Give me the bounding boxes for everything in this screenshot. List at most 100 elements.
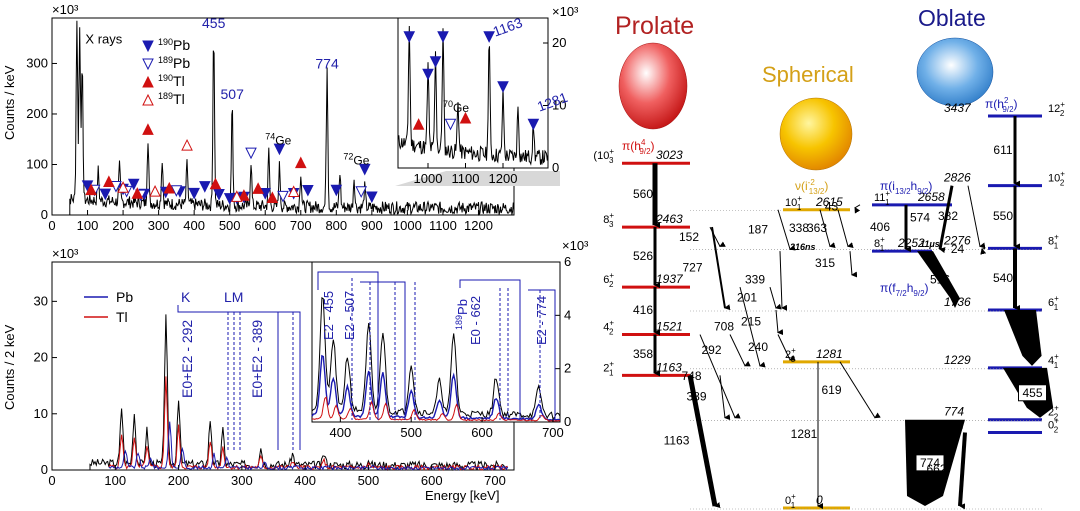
legend-Pb: Pb xyxy=(116,289,133,305)
pb189-marker xyxy=(245,147,257,160)
gamma-xtick: 1200 xyxy=(464,218,493,233)
tl190-marker xyxy=(294,156,307,169)
transition-526-label: 526 xyxy=(633,249,653,263)
level-spin: 2+ 1 xyxy=(603,359,614,377)
transition-662-label: 662 xyxy=(926,462,946,476)
gamma-y-ticks: 0 100 200 300 xyxy=(26,55,57,222)
inset-pb189-marker xyxy=(444,118,457,131)
tl190-marker xyxy=(103,175,115,187)
tl190-marker xyxy=(142,123,154,135)
transition-201-label: 201 xyxy=(737,291,757,305)
transition-152-label: 152 xyxy=(679,230,699,244)
tl190-marker xyxy=(252,182,264,194)
lm-lines xyxy=(227,312,241,450)
transition-455-label: 455 xyxy=(1022,386,1042,400)
config-i13h9: π(i13/2h9/2) xyxy=(880,179,932,196)
gamma-xtick: 600 xyxy=(254,218,276,233)
gamma-inset-ytick: 10 xyxy=(552,98,566,113)
pb190-marker xyxy=(302,184,314,197)
transition-339 xyxy=(779,251,788,311)
gamma-annotations: X rays 455 507 774 74Ge 72Ge xyxy=(85,15,369,167)
config-spherical: ν(i-2 13/2) xyxy=(795,178,828,196)
e2-507-label: E2 - 507 xyxy=(342,291,357,340)
electron-inset-ytick: 0 xyxy=(564,414,571,429)
gamma-inset-line xyxy=(397,25,549,166)
transition-363-label: 363 xyxy=(807,221,827,235)
tl189-marker xyxy=(117,181,129,193)
gamma-spectrum-panel: 0 100 200 300 400 500 600 700 800 900 1000 1100 1200… xyxy=(2,2,515,233)
electron-ytick: 0 xyxy=(41,462,48,477)
transition-382-label: 382 xyxy=(938,209,958,223)
bracket-662 xyxy=(459,279,521,420)
gamma-inset-frame xyxy=(397,17,549,169)
transition-416-label: 416 xyxy=(633,303,653,317)
gamma-xtick: 700 xyxy=(290,218,312,233)
level-energy: 3437 xyxy=(944,101,972,115)
electron-xtick: 100 xyxy=(104,473,126,488)
transition-619 xyxy=(839,361,881,419)
level-spin: (10+ 3 xyxy=(593,147,614,165)
tl189-marker xyxy=(181,138,193,151)
transition-516 xyxy=(917,251,960,309)
transition-24 xyxy=(980,247,987,255)
legend-190Tl: 190Tl xyxy=(158,73,185,89)
electron-y-ticks: 0 10 20 30 xyxy=(34,293,57,477)
spherical-title: Spherical xyxy=(762,62,854,87)
electron-xtick: 400 xyxy=(294,473,316,488)
isomer-label: 216ns xyxy=(789,242,816,252)
gamma-inset-ytick: 20 xyxy=(552,35,566,50)
inset-tl-marker xyxy=(459,111,472,124)
level-spin: 10+ 2 xyxy=(1048,170,1065,188)
pb189-marker xyxy=(170,185,183,197)
transition-315 xyxy=(849,251,858,278)
inset-pb-marker xyxy=(429,56,442,68)
tl189-marker xyxy=(287,185,300,198)
k-label: K xyxy=(181,289,191,305)
transition-560-label: 560 xyxy=(633,187,653,201)
electron-inset-xtick: 600 xyxy=(471,425,493,440)
inset-tl-marker xyxy=(412,118,425,130)
level-labels: (10+ 3 3023 8+ 3 2463 6+ 2 1937 4+ 2 1521 2+ 1 1163 10+… xyxy=(593,96,1065,510)
electron-ytick: 10 xyxy=(34,406,48,421)
peak-455-label: 455 xyxy=(202,15,226,31)
transition-389-label: 389 xyxy=(686,390,706,404)
level-spin: 6+ 2 xyxy=(603,271,614,289)
transition-363 xyxy=(837,209,854,248)
ge70-label: 70Ge xyxy=(443,99,469,115)
gamma-peak-markers xyxy=(81,123,378,205)
transition-358-label: 358 xyxy=(633,347,653,361)
level-spin: 0+ 2 xyxy=(1048,416,1059,434)
level-energy: 2615 xyxy=(815,195,843,209)
config-oblate: π(h2 9/2) xyxy=(985,96,1018,114)
e0-662-label: E0 - 662 xyxy=(468,296,483,345)
electron-xtick: 200 xyxy=(168,473,190,488)
gamma-spectrum-line xyxy=(69,20,515,217)
level-spin: 2+ 2 xyxy=(1048,404,1059,422)
transition-292-label: 292 xyxy=(701,343,721,357)
e0e2-292-label: E0+E2 - 292 xyxy=(179,320,195,398)
electron-inset-total xyxy=(311,297,561,420)
transition-43 xyxy=(854,204,861,214)
prolate-title: Prolate xyxy=(615,12,694,40)
oblate-shape xyxy=(916,37,994,107)
gamma-xtick: 0 xyxy=(48,218,55,233)
gamma-xtick: 400 xyxy=(183,218,205,233)
e2-455-label: E2 - 455 xyxy=(321,291,336,340)
transition-240-label: 240 xyxy=(748,340,768,354)
gamma-inset-ytick: 0 xyxy=(552,160,559,175)
transitions: 5605264163581163152727708292748389187339… xyxy=(633,116,1054,510)
electron-inset-x-ticks: 400 500 600 700 xyxy=(329,417,564,440)
level-energy: 2658 xyxy=(917,190,945,204)
transition-708 xyxy=(739,286,766,368)
electron-y-axis-label: Counts / 2 keV xyxy=(2,324,17,410)
tl190-marker xyxy=(85,183,97,196)
electron-inset-ytick: 6 xyxy=(564,254,571,269)
transition-727 xyxy=(711,226,731,311)
pb190-marker xyxy=(188,187,200,200)
transition-1163-label: 1163 xyxy=(664,434,690,448)
peak-774-label: 774 xyxy=(315,56,339,72)
electron-ytick: 30 xyxy=(34,293,48,308)
transition-455-box xyxy=(1018,384,1047,402)
transition-315-label: 315 xyxy=(815,256,835,270)
